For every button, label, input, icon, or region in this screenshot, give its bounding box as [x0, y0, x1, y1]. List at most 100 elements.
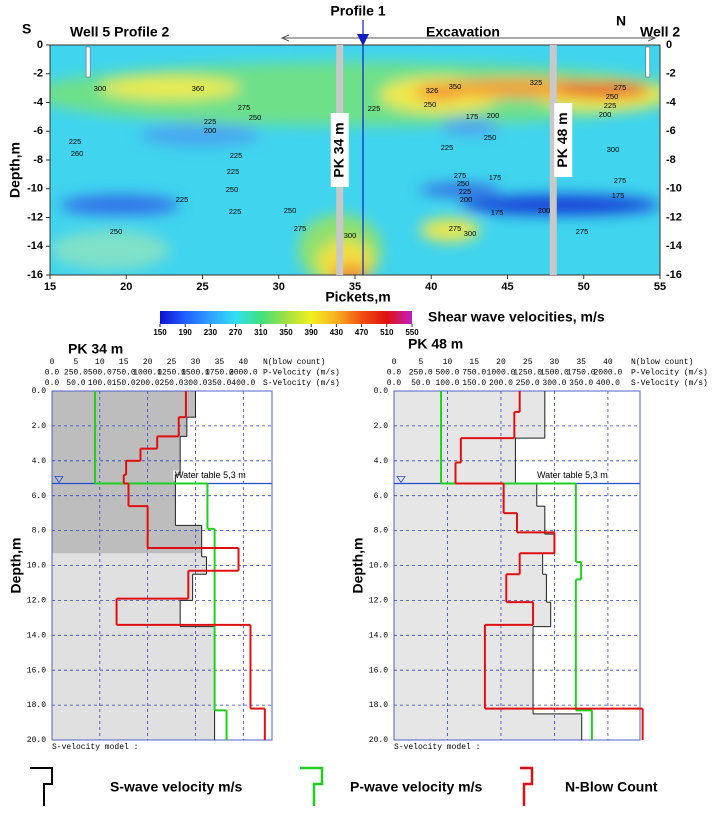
x-tick-label: 20	[143, 358, 153, 367]
colorbar	[160, 311, 412, 324]
contour-label: 200	[460, 195, 473, 204]
legend-icon	[300, 766, 324, 806]
y-tick-label: 20.0	[27, 736, 46, 745]
x-tick-label: 30	[273, 281, 285, 293]
chart-title: PK 48 m	[408, 336, 463, 352]
contour-label: 250	[457, 179, 470, 188]
x-tick-label: 250.0	[160, 379, 184, 388]
y-tick-label: 12.0	[369, 597, 388, 606]
contour-label: 225	[229, 207, 242, 216]
y-tick-label: 14.0	[27, 631, 46, 640]
y-tick-label: -14	[666, 240, 683, 252]
y-tick-label: -14	[27, 240, 44, 252]
picket-label-box	[330, 113, 349, 187]
x-tick-label: 30	[191, 358, 201, 367]
x-tick-label: 250.0	[516, 379, 540, 388]
picket-label: PK 34 m	[330, 122, 346, 177]
x-tick-label: 500.0	[88, 369, 112, 378]
contour-label: 225	[227, 167, 240, 176]
y-tick-label: -6	[666, 125, 676, 137]
water-table-symbol	[54, 476, 64, 484]
water-table-label-box	[535, 470, 629, 481]
x-tick-label: 0.0	[45, 369, 60, 378]
contour-label: 275	[454, 171, 467, 180]
contour-label: 225	[176, 195, 189, 204]
contour-label: 325	[530, 78, 543, 87]
contour-label: 275	[238, 103, 251, 112]
contour-label: 175	[612, 191, 625, 200]
well-label: Well 2	[640, 24, 680, 40]
x-tick-label: 400.0	[596, 379, 620, 388]
y-tick-label: 16.0	[27, 666, 46, 675]
well-label: Well 5 Profile 2	[70, 24, 170, 40]
y-tick-label: 4.0	[32, 457, 47, 466]
x-tick-label: 1000.0	[487, 369, 516, 378]
footer-label: S-velocity model :	[394, 743, 480, 752]
contour-field	[50, 45, 660, 275]
y-tick-label: 16.0	[369, 666, 388, 675]
x-tick-label: 20	[496, 358, 506, 367]
y-tick-label: -8	[666, 154, 676, 166]
contour-label: 250	[484, 133, 497, 142]
y-tick-label: 18.0	[369, 701, 388, 710]
x-tick-label: 100.0	[88, 379, 112, 388]
x-tick-label: 50	[578, 281, 590, 293]
contour-label: 225	[69, 137, 82, 146]
excavation-label: Excavation	[426, 24, 500, 40]
contour-label: 225	[459, 187, 472, 196]
x-tick-label: 30	[550, 358, 560, 367]
water-table-label: Water table 5,3 m	[537, 470, 608, 480]
well-marker	[645, 46, 651, 78]
plot-frame	[51, 390, 273, 741]
contour-label: 225	[204, 117, 217, 126]
x-tick-label: 1750.0	[567, 369, 596, 378]
contour-label: 175	[466, 112, 479, 121]
x-tick-label: 0.0	[387, 379, 402, 388]
x-tick-label: 1000.0	[133, 369, 162, 378]
axis-title: S-Velocity (m/s)	[631, 379, 708, 388]
x-tick-label: 500.0	[435, 369, 459, 378]
x-tick-label: 100.0	[435, 379, 459, 388]
x-tick-label: 40	[238, 358, 248, 367]
x-tick-label: 250.0	[409, 369, 433, 378]
x-tick-label: 45	[501, 281, 513, 293]
y-tick-label: 4.0	[374, 457, 389, 466]
colorbar-tick-label: 510	[380, 328, 394, 337]
contour-label: 175	[491, 208, 504, 217]
contour-label: 275	[576, 227, 589, 236]
y-tick-label: 14.0	[369, 631, 388, 640]
contour-label: 200	[599, 110, 612, 119]
water-table-label: Water table 5,3 m	[175, 470, 246, 480]
axis-title: P-Velocity (m/s)	[631, 369, 708, 378]
colorbar-tick-label: 190	[179, 328, 193, 337]
y-axis-label: Depth,m	[7, 142, 23, 198]
profile-label: Profile 1	[330, 3, 385, 19]
profile-arrow	[357, 34, 369, 46]
colorbar-label: Shear wave velocities, m/s	[428, 309, 605, 325]
contour-label: 275	[294, 224, 307, 233]
x-tick-label: 40	[425, 281, 437, 293]
y-tick-label: 2.0	[374, 422, 389, 431]
y-tick-label: 12.0	[27, 597, 46, 606]
contour-label: 225	[230, 151, 243, 160]
colorbar-tick-label: 230	[204, 328, 218, 337]
y-tick-label: -2	[33, 68, 43, 80]
x-tick-label: 15	[469, 358, 479, 367]
contour-label: 250	[284, 206, 297, 215]
x-tick-label: 200.0	[489, 379, 513, 388]
contour-label: 200	[487, 111, 500, 120]
axis-title: N(blow count)	[263, 358, 325, 367]
legend-label: N-Blow Count	[565, 779, 658, 795]
soil-fill	[394, 391, 582, 740]
x-tick-label: 40	[603, 358, 613, 367]
x-tick-label: 250.0	[64, 369, 88, 378]
contour-label: 250	[110, 227, 123, 236]
x-tick-label: 400.0	[231, 379, 255, 388]
x-tick-label: 50.0	[411, 379, 430, 388]
colorbar-tick-label: 470	[355, 328, 369, 337]
y-tick-label: 8.0	[374, 527, 389, 536]
x-tick-label: 35	[576, 358, 586, 367]
y-tick-label: 10.0	[369, 562, 388, 571]
